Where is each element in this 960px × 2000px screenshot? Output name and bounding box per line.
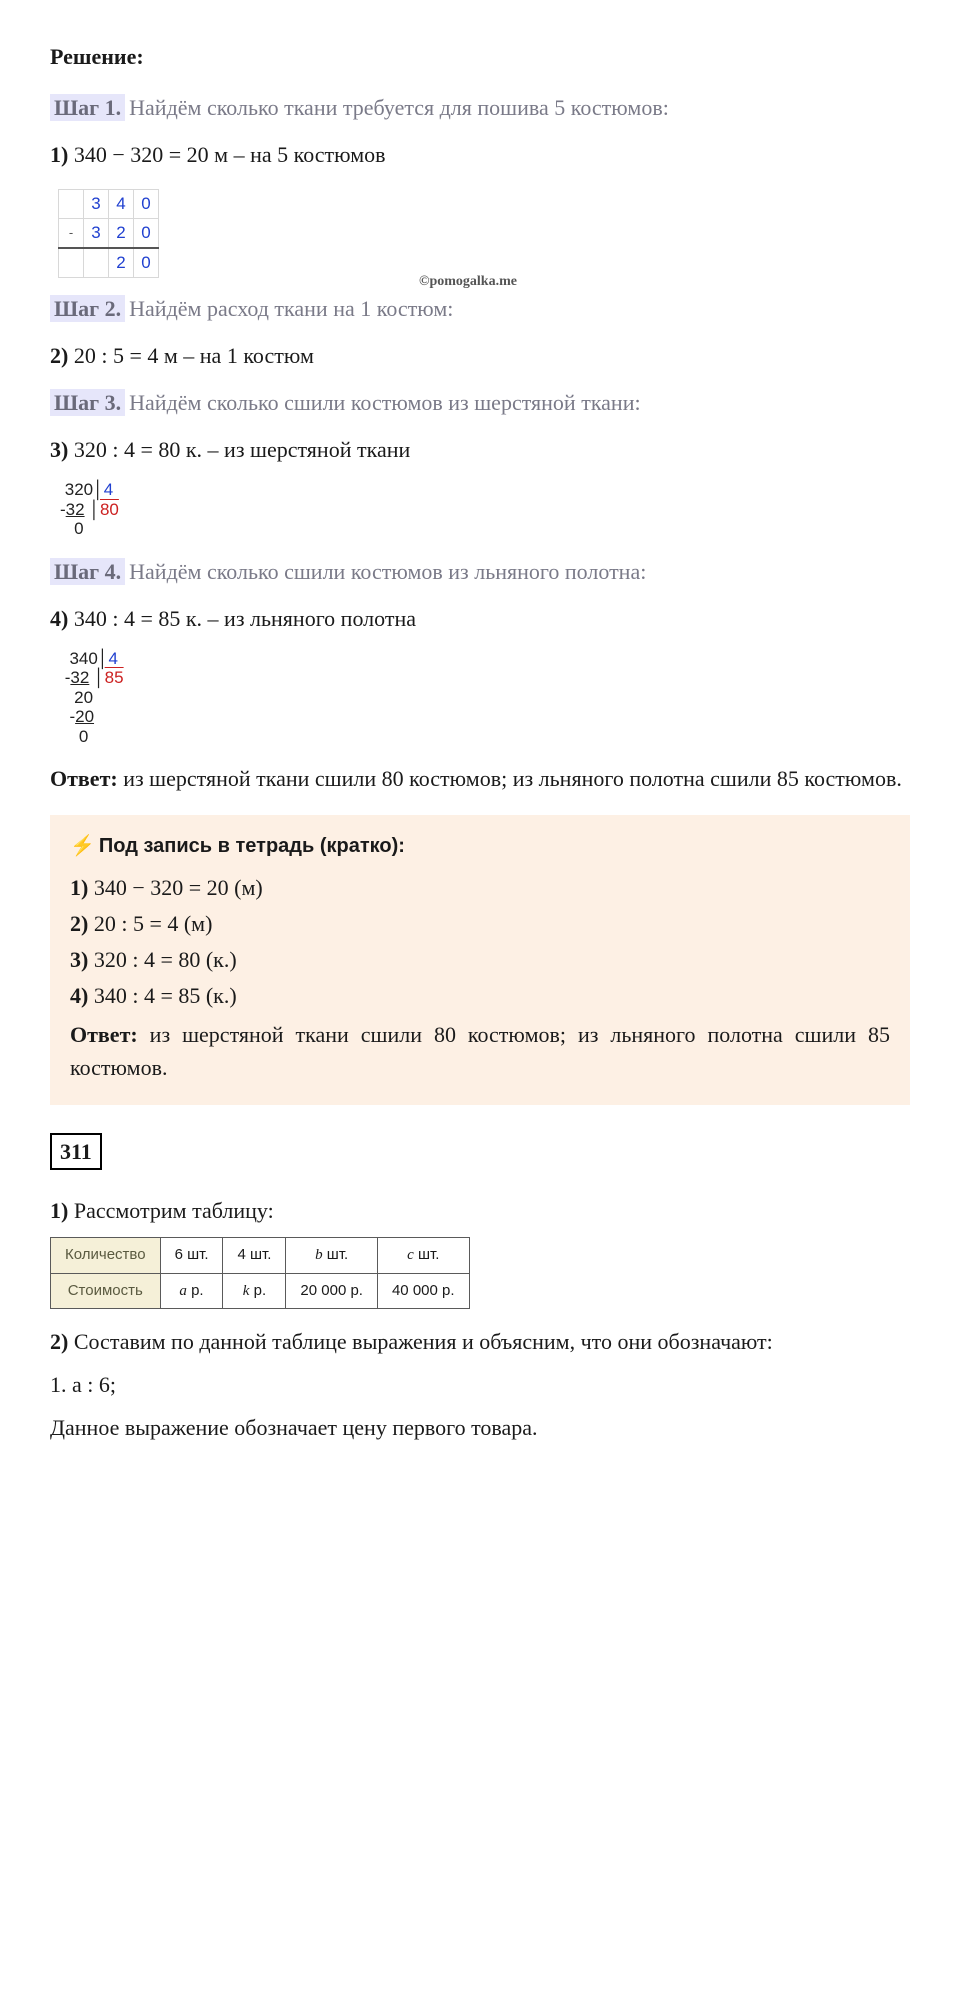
- table-cell: c шт.: [377, 1238, 469, 1274]
- table-cell: a р.: [160, 1273, 223, 1309]
- step-2: Шаг 2.Найдём расход ткани на 1 костюм:: [50, 292, 910, 325]
- step-2-label: Шаг 2.: [50, 295, 125, 322]
- step-4-label: Шаг 4.: [50, 558, 125, 585]
- colsub-d: 2: [109, 219, 134, 249]
- colsub-d: 3: [84, 190, 109, 219]
- bolt-icon: ⚡: [70, 835, 95, 857]
- calc-4-tail: – из льняного полотна: [202, 606, 416, 631]
- colsub-minus: -: [59, 219, 84, 249]
- ld2-s1: 20: [74, 688, 93, 707]
- ld2-s0: 32: [70, 668, 89, 687]
- step-4-text: Найдём сколько сшили костюмов из льняног…: [129, 559, 646, 584]
- step-3-label: Шаг 3.: [50, 389, 125, 416]
- calc-1: 1) 340 − 320 = 20 м – на 5 костюмов: [50, 138, 910, 171]
- table-row: Стоимость a р. k р. 20 000 р. 40 000 р.: [51, 1273, 470, 1309]
- colsub-d: 0: [134, 219, 159, 249]
- ld2-s3: 0: [79, 727, 88, 746]
- step-1-text: Найдём сколько ткани требуется для пошив…: [129, 95, 669, 120]
- calc-3-num: 3): [50, 437, 68, 462]
- table-cell: 20 000 р.: [286, 1273, 378, 1309]
- watermark: ©pomogalka.me: [419, 271, 517, 292]
- task311-sub2: 2) Составим по данной таблице выражения …: [50, 1325, 910, 1358]
- notebook-box: ⚡Под запись в тетрадь (кратко): 1) 340 −…: [50, 815, 910, 1105]
- answer-label: Ответ:: [50, 766, 118, 791]
- calc-3-tail: – из шерстяной ткани: [202, 437, 410, 462]
- answer-text: из шерстяной ткани сшили 80 костюмов; из…: [118, 766, 902, 791]
- task311-table: Количество 6 шт. 4 шт. b шт. c шт. Стоим…: [50, 1237, 470, 1309]
- ld2-divisor: 4: [108, 649, 117, 668]
- calc-3-expr: 320 : 4 = 80 к.: [74, 437, 202, 462]
- calc-4: 4) 340 : 4 = 85 к. – из льняного полотна: [50, 602, 910, 635]
- step-3: Шаг 3.Найдём сколько сшили костюмов из ш…: [50, 386, 910, 419]
- ld1-dividend: 320: [65, 480, 93, 499]
- ld2-s2: 20: [75, 707, 94, 726]
- step-4: Шаг 4.Найдём сколько сшили костюмов из л…: [50, 555, 910, 588]
- long-division-2: 340│4 -32 │85 20 -20 0: [60, 649, 910, 747]
- calc-2: 2) 20 : 5 = 4 м – на 1 костюм: [50, 339, 910, 372]
- table-cell: 6 шт.: [160, 1238, 223, 1274]
- solution-title: Решение:: [50, 40, 910, 73]
- colsub-d: 2: [109, 248, 134, 278]
- calc-4-num: 4): [50, 606, 68, 631]
- ld2-quotient: 85: [105, 668, 124, 687]
- ld1-quotient: 80: [100, 500, 119, 519]
- step-3-text: Найдём сколько сшили костюмов из шерстян…: [129, 390, 640, 415]
- calc-2-num: 2): [50, 343, 68, 368]
- calc-1-expr: 340 − 320 = 20 м: [74, 142, 228, 167]
- long-division-1: 320│4 -32 │80 0: [60, 480, 910, 539]
- colsub-d: 4: [109, 190, 134, 219]
- table-row: Количество 6 шт. 4 шт. b шт. c шт.: [51, 1238, 470, 1274]
- task311-sub1: 1) Рассмотрим таблицу:: [50, 1194, 910, 1227]
- notebook-title-text: Под запись в тетрадь (кратко):: [99, 835, 405, 857]
- colsub-d: 3: [84, 219, 109, 249]
- note-line-4: 4) 340 : 4 = 85 (к.): [70, 979, 890, 1012]
- note-line-1: 1) 340 − 320 = 20 (м): [70, 871, 890, 904]
- ld1-divisor: 4: [104, 480, 113, 499]
- calc-2-tail: – на 1 костюм: [178, 343, 314, 368]
- column-subtraction: 3 4 0 - 3 2 0 2 0: [58, 189, 159, 278]
- answer-block: Ответ: из шерстяной ткани сшили 80 костю…: [50, 762, 910, 795]
- colsub-d: 0: [134, 190, 159, 219]
- ld2-dividend: 340: [69, 649, 97, 668]
- calc-2-expr: 20 : 5 = 4 м: [74, 343, 178, 368]
- step-1: Шаг 1.Найдём сколько ткани требуется для…: [50, 91, 910, 124]
- table-cell: b шт.: [286, 1238, 378, 1274]
- task-number-311: 311: [50, 1133, 102, 1170]
- calc-3: 3) 320 : 4 = 80 к. – из шерстяной ткани: [50, 433, 910, 466]
- calc-4-expr: 340 : 4 = 85 к.: [74, 606, 202, 631]
- task311-expr1: 1. a : 6;: [50, 1368, 910, 1401]
- calc-1-num: 1): [50, 142, 68, 167]
- task311-explain1: Данное выражение обозначает цену первого…: [50, 1411, 910, 1444]
- notebook-title: ⚡Под запись в тетрадь (кратко):: [70, 831, 890, 861]
- table-cell: Количество: [51, 1238, 161, 1274]
- table-cell: 40 000 р.: [377, 1273, 469, 1309]
- note-line-2: 2) 20 : 5 = 4 (м): [70, 907, 890, 940]
- calc-1-tail: – на 5 костюмов: [228, 142, 386, 167]
- colsub-d: 0: [134, 248, 159, 278]
- table-cell: 4 шт.: [223, 1238, 286, 1274]
- table-cell: k р.: [223, 1273, 286, 1309]
- ld1-sub: 32: [66, 500, 85, 519]
- step-1-label: Шаг 1.: [50, 94, 125, 121]
- ld1-rem: 0: [74, 519, 83, 538]
- note-line-3: 3) 320 : 4 = 80 (к.): [70, 943, 890, 976]
- note-answer: Ответ: из шерстяной ткани сшили 80 костю…: [70, 1018, 890, 1084]
- step-2-text: Найдём расход ткани на 1 костюм:: [129, 296, 453, 321]
- table-cell: Стоимость: [51, 1273, 161, 1309]
